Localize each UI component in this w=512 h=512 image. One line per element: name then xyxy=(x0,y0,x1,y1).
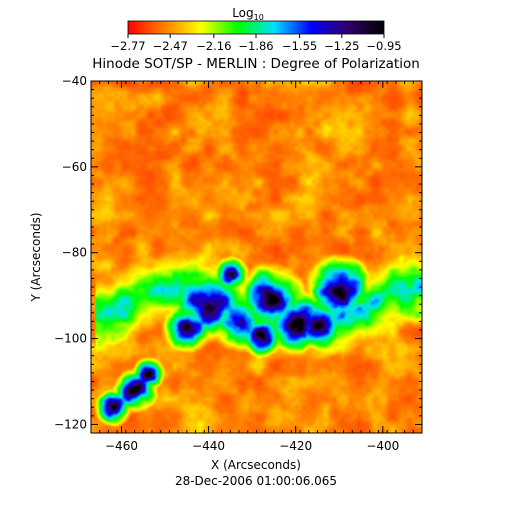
x-axis-label: X (Arcseconds) xyxy=(211,458,301,472)
colorbar-tick-label: −1.86 xyxy=(238,39,273,53)
colorbar-ticks: −2.77 −2.47 −2.16 −1.86 −1.55 −1.25 −0.95 xyxy=(110,34,402,53)
y-tick-label: −80 xyxy=(62,246,87,260)
axis-ticks: −460 −440 −420 −400 −120 −100 −80 −60 −40 xyxy=(54,74,423,453)
colorbar-tick-label: −0.95 xyxy=(366,39,401,53)
chart-title: Hinode SOT/SP - MERLIN : Degree of Polar… xyxy=(92,56,420,72)
x-tick-label: −420 xyxy=(279,439,312,453)
colorbar-title: Log10 xyxy=(232,6,264,22)
x-tick-label: −400 xyxy=(366,439,399,453)
y-tick-label: −60 xyxy=(62,160,87,174)
y-axis-label: Y (Arcseconds) xyxy=(29,212,43,302)
colorbar-tick-label: −1.55 xyxy=(282,39,317,53)
colorbar-tick-label: −2.47 xyxy=(153,39,188,53)
y-tick-label: −100 xyxy=(54,332,87,346)
colorbar-tick-label: −2.77 xyxy=(110,39,145,53)
colorbar-tick-label: −1.25 xyxy=(324,39,359,53)
y-tick-label: −40 xyxy=(62,74,87,88)
y-tick-label: −120 xyxy=(54,417,87,431)
observation-timestamp: 28-Dec-2006 01:00:06.065 xyxy=(175,474,337,488)
heatmap-image xyxy=(91,81,422,433)
colorbar-tick-label: −2.16 xyxy=(196,39,231,53)
x-tick-label: −460 xyxy=(105,439,138,453)
polarization-heatmap xyxy=(91,81,422,433)
x-tick-label: −440 xyxy=(192,439,225,453)
colorbar xyxy=(127,20,385,35)
